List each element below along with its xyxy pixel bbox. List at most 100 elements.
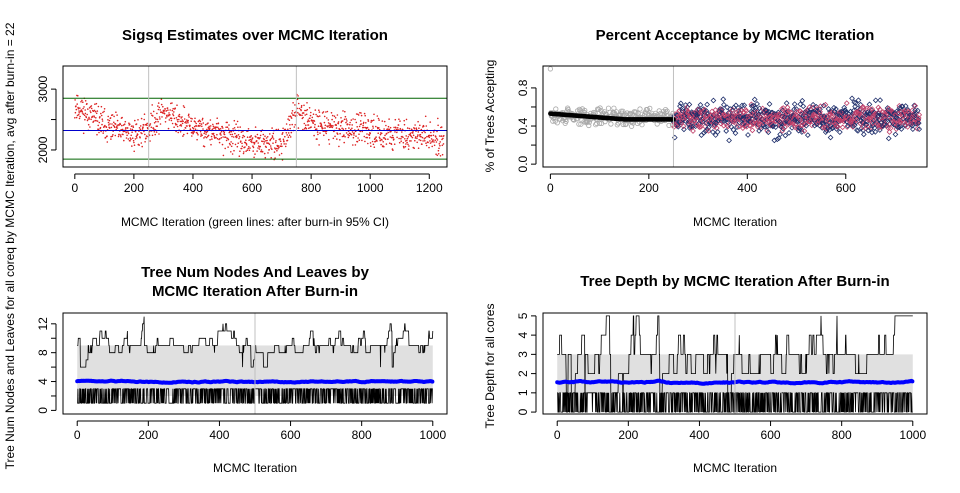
acceptance-post-point [827, 110, 833, 117]
sigsq-point [253, 156, 255, 159]
sigsq-point [75, 105, 77, 107]
acceptance-post-point [843, 100, 850, 107]
sigsq-point [362, 121, 365, 124]
sigsq-point [341, 120, 344, 122]
sigsq-point [396, 136, 398, 139]
sigsq-point [107, 119, 109, 121]
sigsq-point [183, 106, 186, 109]
acceptance-post-point [728, 123, 735, 130]
sigsq-point [210, 143, 212, 146]
sigsq-point [199, 120, 202, 123]
sigsq-point [246, 149, 249, 151]
acceptance-x-tick-label: 200 [639, 181, 659, 195]
acceptance-post-point [833, 106, 839, 112]
sigsq-point [412, 131, 414, 133]
acceptance-post-point [679, 105, 686, 112]
acceptance-post-point [798, 126, 805, 133]
sigsq-point [375, 136, 377, 138]
sigsq-point [417, 120, 419, 123]
sigsq-point [392, 149, 394, 151]
acceptance-post-point [680, 123, 687, 130]
sigsq-point [88, 118, 91, 120]
acceptance-post-point [751, 96, 758, 103]
sigsq-point [219, 137, 221, 140]
sigsq-point [364, 126, 367, 129]
sigsq-point [376, 140, 378, 142]
sigsq-point [195, 122, 197, 125]
sigsq-point [152, 110, 155, 113]
acceptance-post-point [863, 121, 870, 128]
acceptance-post-point [852, 117, 858, 123]
sigsq-point [318, 111, 321, 113]
sigsq-point [297, 111, 299, 114]
nodes-leaves-x-tick-label: 1000 [419, 428, 446, 442]
sigsq-point [313, 134, 315, 137]
sigsq-point [202, 128, 204, 130]
sigsq-point [266, 139, 268, 142]
acceptance-post-point [784, 104, 791, 111]
acceptance-burnin-point [627, 111, 634, 117]
nodes-leaves-y-tick-label: 8 [36, 349, 50, 356]
acceptance-post-points [670, 95, 923, 144]
sigsq-point [119, 134, 122, 136]
sigsq-point [291, 110, 294, 112]
sigsq-point [96, 120, 99, 122]
sigsq-point [225, 139, 228, 142]
sigsq-point [433, 141, 435, 143]
acceptance-post-point [849, 95, 855, 102]
sigsq-point [308, 127, 310, 130]
sigsq-point [293, 111, 296, 114]
sigsq-point [211, 138, 213, 140]
sigsq-point [378, 128, 381, 131]
sigsq-point [103, 108, 106, 110]
sigsq-point [278, 154, 281, 156]
sigsq-point [268, 149, 271, 151]
sigsq-point [102, 111, 104, 114]
sigsq-point [237, 134, 240, 136]
sigsq-point [314, 109, 317, 111]
sigsq-point [429, 121, 432, 123]
sigsq-point [288, 134, 291, 137]
sigsq-point [156, 118, 159, 121]
acceptance-post-point [807, 118, 814, 125]
sigsq-point [155, 131, 158, 133]
sigsq-point [231, 135, 233, 138]
sigsq-point [248, 139, 250, 142]
sigsq-point [99, 126, 102, 129]
sigsq-point [172, 114, 175, 117]
acceptance-post-point [915, 115, 922, 121]
sigsq-point [302, 116, 304, 119]
acceptance-burnin-point [586, 119, 592, 125]
sigsq-point [345, 118, 348, 120]
sigsq-point [388, 128, 391, 131]
sigsq-point [239, 126, 241, 128]
sigsq-point [100, 130, 102, 133]
acceptance-post-point [808, 109, 815, 116]
sigsq-point [438, 143, 441, 145]
sigsq-point [414, 136, 417, 138]
sigsq-point [370, 145, 372, 147]
sigsq-point [190, 120, 192, 122]
sigsq-x-label: MCMC Iteration (green lines: after burn-… [121, 215, 389, 229]
sigsq-point [267, 152, 269, 154]
acceptance-post-point [795, 127, 802, 134]
sigsq-point [113, 121, 115, 124]
sigsq-point [109, 117, 112, 119]
sigsq-point [178, 118, 180, 121]
sigsq-point [106, 135, 108, 137]
sigsq-point [435, 137, 438, 140]
tree-depth-y-tick-label: 5 [516, 312, 530, 319]
sigsq-point [201, 134, 203, 137]
sigsq-point [90, 118, 92, 121]
sigsq-point [412, 134, 415, 137]
sigsq-point [159, 123, 162, 125]
sigsq-point [117, 135, 120, 138]
sigsq-point [230, 141, 232, 143]
sigsq-point [207, 122, 209, 124]
sigsq-point [193, 131, 195, 133]
sigsq-point [204, 123, 207, 126]
sigsq-point [401, 131, 403, 133]
sigsq-point [200, 135, 202, 137]
sigsq-point [293, 126, 296, 128]
sigsq-point [296, 98, 299, 101]
